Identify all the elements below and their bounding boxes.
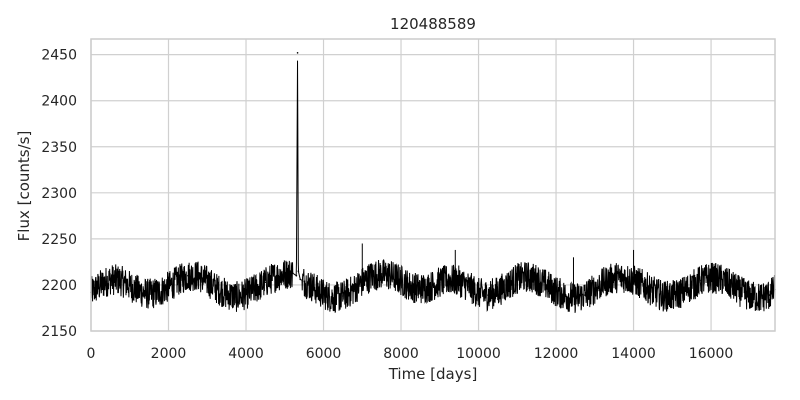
flux-data-point xyxy=(351,289,354,292)
flux-data-point xyxy=(167,285,170,288)
flux-data-point xyxy=(710,276,712,279)
series-layer xyxy=(90,52,776,313)
flux-data-point xyxy=(477,292,480,295)
flux-data-point xyxy=(671,295,674,297)
flux-data-point xyxy=(719,278,722,281)
flux-data-point xyxy=(296,52,299,54)
flux-data-point xyxy=(342,295,344,297)
x-tick-label: 8000 xyxy=(383,346,419,362)
y-tick-label: 2200 xyxy=(41,278,77,294)
x-tick-label: 16000 xyxy=(689,346,734,362)
y-tick-label: 2400 xyxy=(41,94,77,110)
flux-data-point xyxy=(535,278,538,281)
flux-data-point xyxy=(235,296,238,298)
flux-data-point xyxy=(584,294,586,296)
flux-data-point xyxy=(545,284,548,286)
y-tick-label: 2250 xyxy=(41,232,77,248)
flux-data-point xyxy=(254,287,257,290)
flux-data-point xyxy=(283,273,286,275)
flux-data-point xyxy=(148,293,150,295)
x-tick-label: 2000 xyxy=(151,346,187,362)
flux-data-point xyxy=(322,293,325,295)
flux-data-point xyxy=(497,290,499,293)
flux-data-point xyxy=(690,285,693,287)
flux-data-point xyxy=(109,278,112,281)
x-tick-label: 6000 xyxy=(306,346,342,362)
flux-data-point xyxy=(642,284,645,286)
flux-data-point xyxy=(380,273,383,275)
flux-data-point xyxy=(303,280,305,283)
flux-data-point xyxy=(245,293,247,295)
flux-data-point xyxy=(613,276,615,279)
flux-data-point xyxy=(295,274,298,277)
flux-data-point xyxy=(516,277,519,280)
flux-data-point xyxy=(603,281,606,283)
y-tick-label: 2300 xyxy=(41,186,77,202)
x-axis-ticks: 0 2000 4000 6000 8000 10000 12000 14000 16000 xyxy=(87,346,734,362)
flux-data-point xyxy=(297,270,300,272)
flux-data-point xyxy=(196,274,199,277)
flux-data-point xyxy=(594,287,596,290)
flux-data-point xyxy=(158,291,160,294)
flux-data-point xyxy=(506,284,509,286)
y-tick-label: 2450 xyxy=(41,48,77,64)
flux-data-point xyxy=(332,297,335,299)
x-tick-label: 0 xyxy=(87,346,96,362)
flux-data-point xyxy=(623,276,625,279)
plot-frame xyxy=(90,38,776,332)
flux-data-point xyxy=(555,290,557,293)
flux-data-point xyxy=(128,285,131,287)
flux-data-point xyxy=(400,279,402,282)
flux-data-point xyxy=(409,285,412,288)
flux-data-point xyxy=(758,297,761,299)
flux-data-point xyxy=(419,287,422,290)
y-tick-label: 2350 xyxy=(41,140,77,156)
flux-data-point xyxy=(652,290,654,293)
chart-title: 120488589 xyxy=(390,15,476,33)
flux-data-point xyxy=(225,293,228,295)
flux-data-point xyxy=(448,278,451,281)
flux-data-point xyxy=(313,286,315,289)
flux-data-point xyxy=(487,294,490,296)
x-tick-label: 14000 xyxy=(611,346,656,362)
flux-data-point xyxy=(429,285,431,288)
flux-data-point xyxy=(274,275,276,278)
flux-data-point xyxy=(138,290,141,293)
flux-data-point xyxy=(291,272,294,274)
flux-data-point xyxy=(119,279,121,282)
y-axis-label: Flux [counts/s] xyxy=(15,131,33,242)
flux-data-point xyxy=(739,290,741,293)
flux-data-point xyxy=(438,281,441,283)
flux-data-point xyxy=(299,278,302,281)
flux-data-point xyxy=(390,274,393,277)
flux-data-point xyxy=(661,295,664,297)
flux-data-point xyxy=(216,287,218,290)
flux-data-point xyxy=(187,274,189,277)
x-tick-label: 12000 xyxy=(534,346,579,362)
x-tick-label: 10000 xyxy=(456,346,501,362)
flux-data-point xyxy=(371,274,373,277)
flux-data-point xyxy=(526,275,528,278)
flux-data-point xyxy=(681,291,683,294)
flux-data-point xyxy=(768,294,770,296)
flux-data-point xyxy=(458,280,460,283)
flux-data-point xyxy=(564,295,567,297)
flux-series-line xyxy=(90,60,776,313)
flux-data-point xyxy=(700,279,703,282)
x-tick-label: 4000 xyxy=(228,346,264,362)
flux-data-point xyxy=(206,280,209,283)
flux-data-point xyxy=(264,281,267,283)
y-axis-ticks: 2150 2200 2250 2300 2350 2400 2450 xyxy=(41,48,77,340)
flux-data-point xyxy=(99,284,102,286)
flux-data-point xyxy=(468,285,470,288)
flux-data-point xyxy=(749,295,751,297)
y-tick-label: 2150 xyxy=(41,324,77,340)
x-axis-label: Time [days] xyxy=(388,365,478,383)
flux-data-point xyxy=(729,284,732,286)
flux-data-point xyxy=(177,279,179,282)
flux-data-point xyxy=(574,297,577,299)
